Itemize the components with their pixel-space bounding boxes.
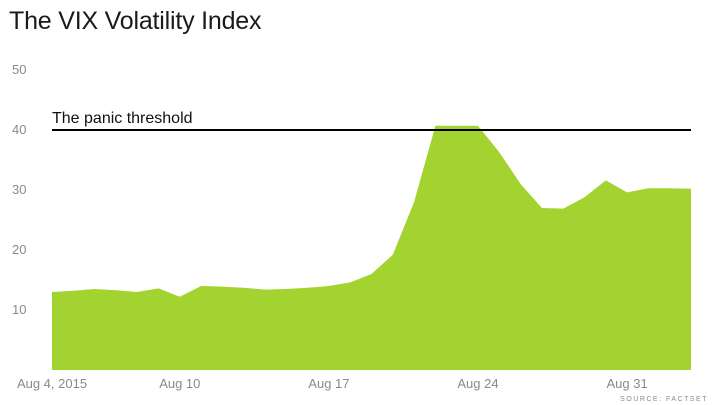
x-tick-label: Aug 31 [606,376,647,391]
x-axis: Aug 4, 2015 Aug 10 Aug 17 Aug 24 Aug 31 [17,376,648,391]
x-tick-label: Aug 10 [159,376,200,391]
plot-area [52,125,691,370]
x-tick-label: Aug 17 [308,376,349,391]
source-label: SOURCE: FACTSET [620,396,708,403]
y-tick-label: 10 [12,302,26,317]
chart-title: The VIX Volatility Index [9,7,262,35]
y-tick-label: 40 [12,122,26,137]
panic-threshold: The panic threshold [52,110,691,131]
y-axis: 10 20 30 40 50 [12,62,26,317]
y-tick-label: 50 [12,62,26,77]
y-tick-label: 20 [12,242,26,257]
x-tick-label: Aug 24 [457,376,498,391]
x-tick-label: Aug 4, 2015 [17,376,87,391]
vix-area-series [52,125,691,370]
y-tick-label: 30 [12,182,26,197]
panic-threshold-label: The panic threshold [52,110,193,127]
